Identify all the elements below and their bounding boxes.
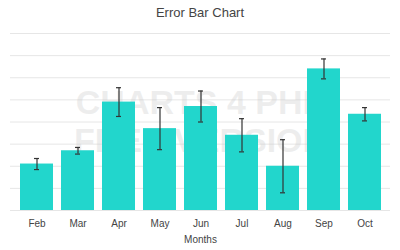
- html-text:Error Bar Chart: Error Bar Chart: [155, 5, 245, 20]
- svg-text:Months: Months: [184, 234, 217, 245]
- svg-text:May: May: [151, 218, 170, 229]
- svg-text:CHARTS 4 PHP: CHARTS 4 PHP: [75, 82, 326, 121]
- svg-text:Jul: Jul: [236, 218, 249, 229]
- svg-text:Jun: Jun: [193, 218, 209, 229]
- svg-text:Aug: Aug: [274, 218, 292, 229]
- svg-text:Mar: Mar: [69, 218, 87, 229]
- svg-text:Oct: Oct: [357, 218, 373, 229]
- svg-text:Apr: Apr: [111, 218, 127, 229]
- svg-text:Sep: Sep: [315, 218, 333, 229]
- svg-text:Feb: Feb: [28, 218, 46, 229]
